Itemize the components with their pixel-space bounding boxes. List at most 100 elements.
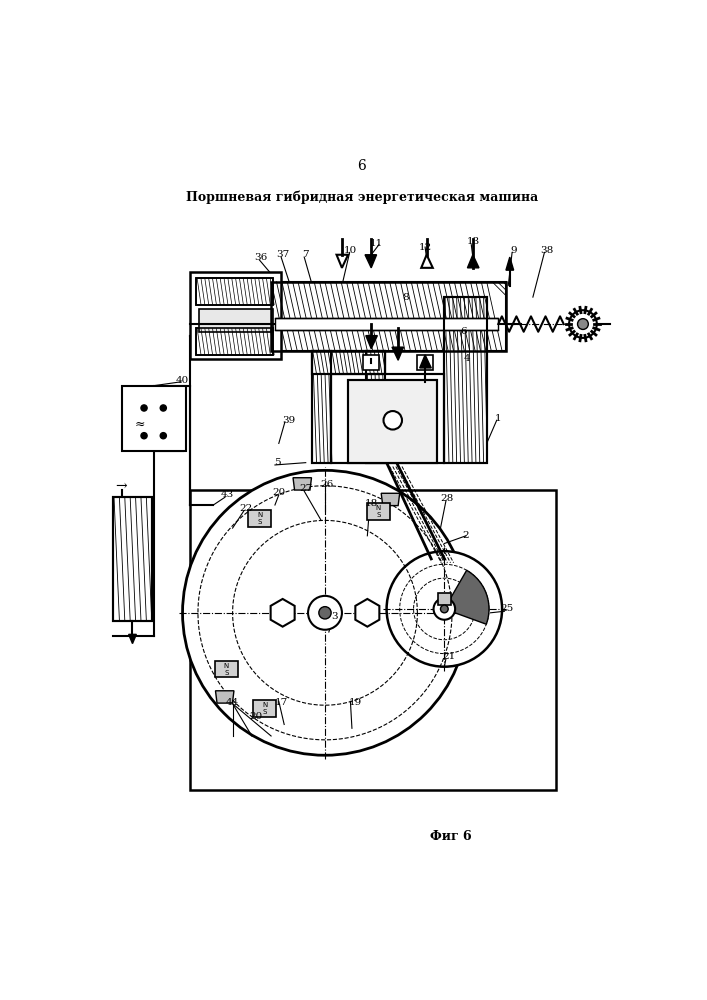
Polygon shape: [356, 599, 380, 627]
Circle shape: [578, 319, 588, 329]
Circle shape: [308, 596, 342, 630]
Polygon shape: [392, 347, 404, 360]
Text: 20: 20: [272, 488, 286, 497]
Text: 8: 8: [402, 293, 409, 302]
Text: 13: 13: [467, 237, 480, 246]
Polygon shape: [506, 257, 514, 270]
Circle shape: [433, 598, 455, 620]
Text: 28: 28: [440, 494, 454, 503]
Bar: [417, 355, 433, 370]
Circle shape: [440, 605, 448, 613]
Bar: [122, 386, 186, 451]
Text: 25: 25: [500, 604, 513, 613]
Polygon shape: [365, 255, 377, 268]
Bar: [348, 380, 437, 463]
Text: 26: 26: [320, 480, 333, 489]
Text: 20: 20: [249, 712, 262, 721]
Bar: [312, 351, 385, 374]
Bar: [215, 661, 238, 677]
Bar: [331, 374, 444, 463]
Circle shape: [569, 310, 597, 338]
Circle shape: [141, 405, 147, 411]
Text: 6: 6: [358, 159, 366, 173]
Polygon shape: [467, 255, 479, 268]
Text: N
S: N S: [223, 663, 229, 676]
Bar: [312, 351, 331, 463]
Bar: [312, 351, 331, 463]
Bar: [366, 351, 385, 463]
Bar: [197, 278, 274, 305]
Polygon shape: [444, 570, 489, 624]
Bar: [197, 328, 274, 355]
Bar: [197, 278, 274, 305]
Text: 7: 7: [303, 250, 309, 259]
Text: 10: 10: [344, 246, 357, 255]
Bar: [271, 282, 506, 351]
Text: N
S: N S: [257, 512, 262, 525]
Text: Фиг 6: Фиг 6: [430, 830, 472, 843]
Circle shape: [387, 551, 502, 667]
Text: 22: 22: [239, 504, 252, 513]
Polygon shape: [420, 355, 431, 368]
Text: 18: 18: [365, 499, 378, 508]
Text: 19: 19: [349, 698, 363, 707]
Bar: [312, 351, 385, 374]
Bar: [190, 490, 556, 790]
Bar: [366, 351, 385, 463]
Polygon shape: [313, 599, 337, 627]
Bar: [363, 355, 379, 370]
Text: 11: 11: [370, 239, 383, 248]
Text: 4: 4: [464, 354, 471, 363]
Bar: [444, 297, 486, 463]
Text: →: →: [115, 479, 127, 493]
Text: 6: 6: [460, 327, 467, 336]
Text: 9: 9: [510, 246, 517, 255]
Polygon shape: [293, 478, 312, 490]
Bar: [275, 318, 498, 330]
Polygon shape: [337, 255, 348, 268]
Bar: [438, 593, 450, 605]
Text: 27: 27: [299, 484, 312, 493]
Circle shape: [182, 470, 467, 755]
Bar: [113, 497, 152, 620]
Text: 44: 44: [226, 698, 239, 707]
Circle shape: [319, 607, 331, 619]
Text: 5: 5: [274, 458, 281, 467]
Text: 3: 3: [331, 612, 337, 621]
Circle shape: [383, 411, 402, 430]
Bar: [367, 503, 390, 520]
Text: 21: 21: [443, 652, 455, 661]
Polygon shape: [381, 493, 399, 506]
Bar: [271, 282, 506, 351]
Circle shape: [160, 433, 166, 439]
Text: 43: 43: [221, 490, 234, 499]
Bar: [444, 297, 486, 463]
Polygon shape: [216, 691, 234, 703]
Polygon shape: [129, 634, 136, 644]
Text: 36: 36: [255, 253, 268, 262]
Polygon shape: [421, 255, 433, 268]
Text: 12: 12: [419, 243, 433, 252]
Bar: [348, 380, 437, 463]
Text: Поршневая гибридная энергетическая машина: Поршневая гибридная энергетическая машин…: [186, 190, 538, 204]
Text: 40: 40: [176, 376, 189, 385]
Text: 38: 38: [540, 246, 554, 255]
Polygon shape: [271, 599, 295, 627]
Text: N
S: N S: [262, 702, 267, 715]
Bar: [197, 328, 274, 355]
Text: 1: 1: [495, 414, 501, 423]
Text: 2: 2: [462, 531, 469, 540]
Text: 17: 17: [274, 698, 288, 707]
Bar: [190, 272, 281, 359]
Circle shape: [141, 433, 147, 439]
Bar: [113, 497, 152, 620]
Text: N
S: N S: [376, 505, 381, 518]
Bar: [253, 700, 276, 717]
Text: 39: 39: [282, 416, 296, 425]
Bar: [199, 309, 273, 332]
Text: 37: 37: [276, 250, 289, 259]
Bar: [248, 510, 271, 527]
Bar: [331, 374, 444, 463]
Text: ≈: ≈: [135, 418, 146, 431]
Circle shape: [160, 405, 166, 411]
